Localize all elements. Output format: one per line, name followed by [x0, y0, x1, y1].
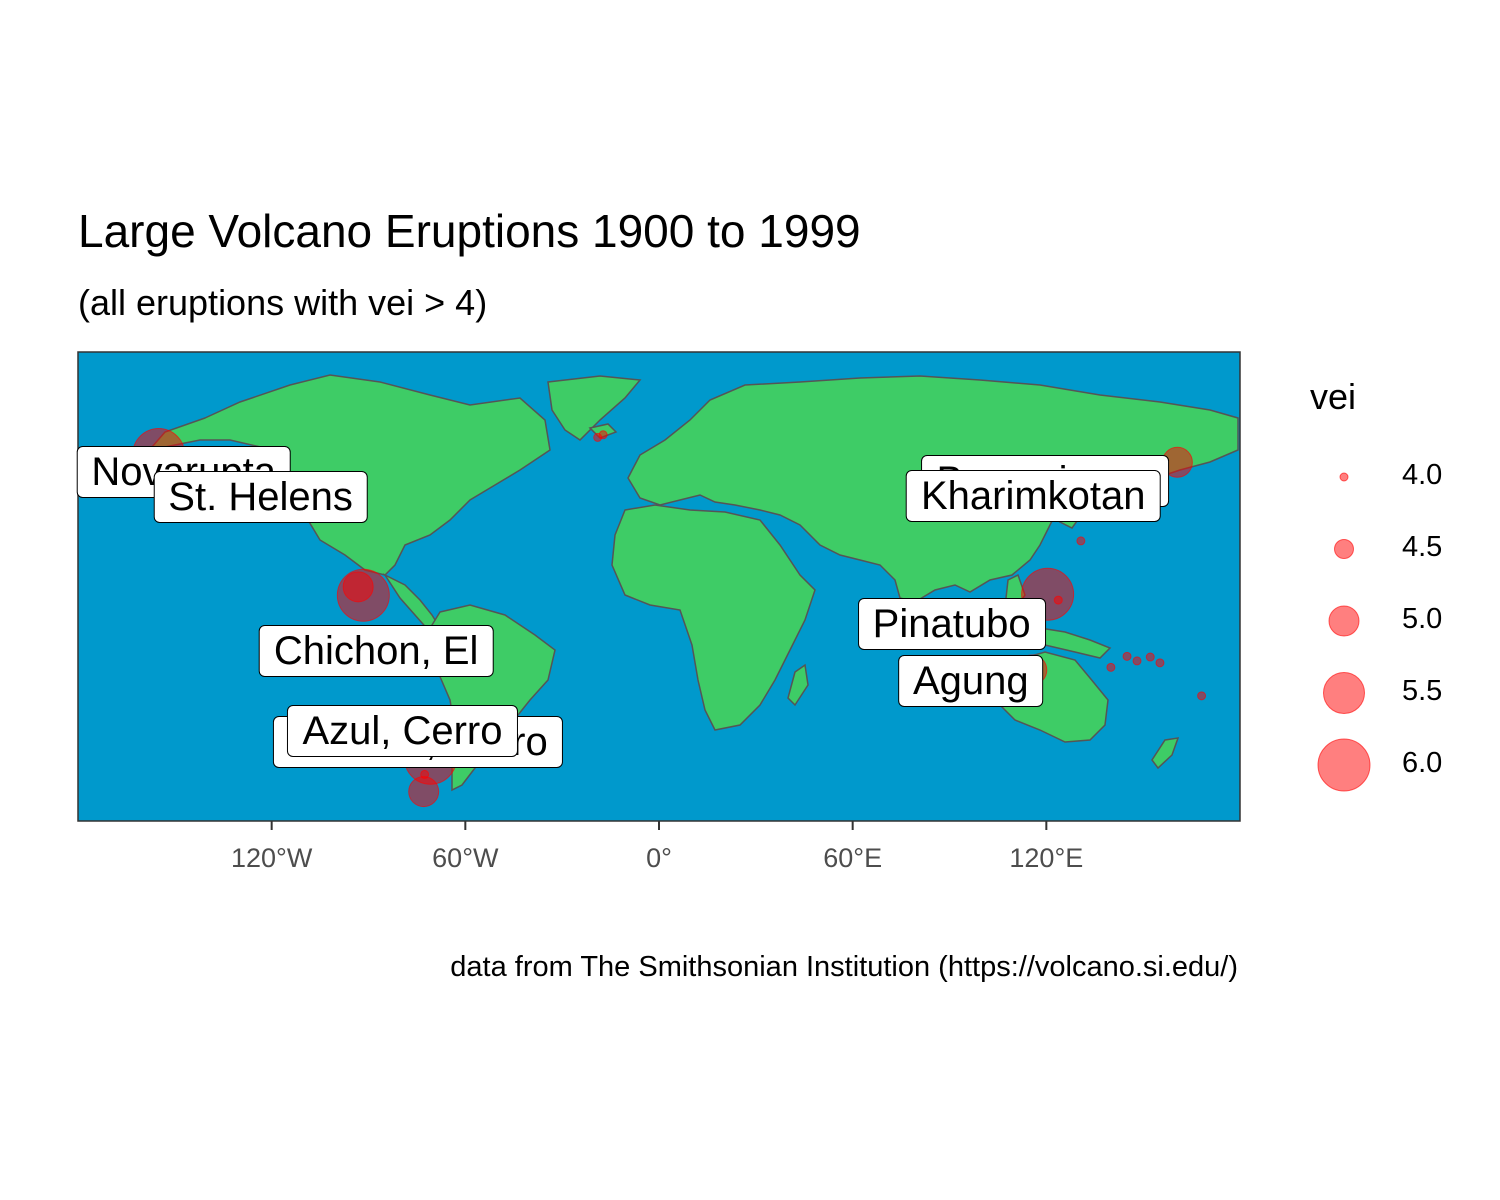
legend-title: vei: [1310, 376, 1357, 417]
x-axis: 120°W 60°W 0° 60°E 120°E: [231, 821, 1083, 873]
size-legend: [1317, 472, 1371, 792]
eruption-point: [1132, 656, 1142, 666]
x-tick-label: 120°E: [1009, 843, 1083, 873]
chart-caption: data from The Smithsonian Institution (h…: [450, 951, 1238, 983]
volcano-label: Agung: [897, 654, 1044, 707]
eruption-point: [1197, 691, 1207, 701]
x-tick-label: 0°: [646, 843, 672, 873]
volcano-label: Pinatubo: [857, 598, 1046, 651]
legend-key: [1339, 472, 1349, 482]
africa-land: [611, 504, 816, 731]
eruption-point: [598, 430, 608, 440]
legend-label: 4.0: [1402, 459, 1443, 491]
eruption-point: [1145, 652, 1155, 662]
eruption-point: [1053, 595, 1063, 605]
volcano-label: Chichon, El: [258, 624, 494, 677]
legend-label: 4.5: [1402, 531, 1443, 563]
volcano-labels: Hudson, CerroAzul, CerroNovaruptaSt. Hel…: [76, 445, 1170, 768]
volcano-label: Kharimkotan: [905, 470, 1161, 523]
greenland-land: [547, 375, 642, 441]
x-tick-label: 60°E: [823, 843, 882, 873]
chart-title: Large Volcano Eruptions 1900 to 1999: [78, 205, 861, 257]
eruption-point: [1155, 658, 1165, 668]
x-tick-label: 60°W: [432, 843, 499, 873]
eruption-point: [420, 769, 430, 779]
legend-key: [1334, 539, 1354, 559]
chart-subtitle: (all eruptions with vei > 4): [78, 282, 488, 323]
volcano-label: Azul, Cerro: [287, 705, 518, 758]
new-zealand-land: [1151, 737, 1180, 770]
legend-key: [1323, 672, 1365, 714]
legend-label: 5.0: [1402, 603, 1443, 635]
legend-key: [1328, 605, 1360, 637]
legend-label: 6.0: [1402, 747, 1443, 779]
eruption-point: [1106, 662, 1116, 672]
legend-key: [1317, 738, 1371, 792]
madagascar-land: [787, 663, 809, 707]
volcano-label: St. Helens: [153, 470, 368, 523]
eruption-point: [1076, 536, 1086, 546]
x-tick-label: 120°W: [231, 843, 313, 873]
eruption-point: [1122, 651, 1132, 661]
eruption-point: [342, 571, 374, 603]
legend-label: 5.5: [1402, 675, 1443, 707]
